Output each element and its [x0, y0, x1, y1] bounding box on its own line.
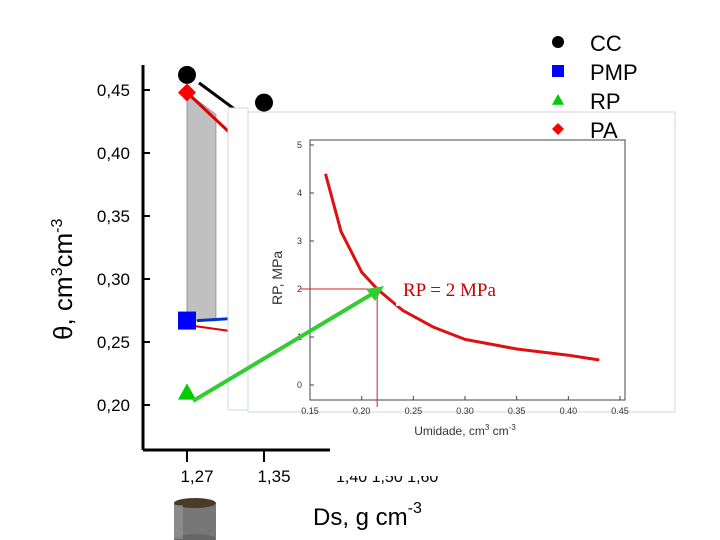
y-tick-label: 0,25	[97, 333, 130, 352]
inset-x-tick-label: 0.20	[353, 406, 371, 416]
y-tick-label: 0,30	[97, 270, 130, 289]
inset-y-label: RP, MPa	[269, 251, 285, 305]
main-y-label: θ, cm3cm-3	[48, 219, 78, 340]
legend-marker	[552, 36, 564, 48]
legend-label: PA	[590, 118, 618, 143]
y-tick-label: 0,20	[97, 396, 130, 415]
legend: CC PMP RP PA	[552, 31, 638, 143]
legend-marker	[552, 123, 564, 135]
rp-point	[178, 383, 196, 400]
inset-y-tick-label: 5	[297, 140, 302, 150]
svg-text:θ, cm3cm-3: θ, cm3cm-3	[48, 219, 78, 340]
y-tick-label: 0,45	[97, 81, 130, 100]
legend-marker	[552, 94, 564, 105]
inset-x-tick-label: 0.25	[405, 406, 423, 416]
cc-point	[178, 65, 196, 84]
inset-frame	[309, 139, 626, 401]
main-x-label: Ds, g cm-3	[313, 500, 422, 531]
inset-x-tick-label: 0.30	[456, 406, 474, 416]
legend-label: CC	[590, 31, 622, 56]
inset-chart: 0123450.150.200.250.300.350.400.45Umidad…	[227, 107, 676, 438]
y-tick-label: 0,40	[97, 144, 130, 163]
legend-marker	[552, 65, 564, 77]
rp-curve	[324, 173, 600, 362]
annotation-text: RP = 2 MPa	[403, 280, 496, 301]
inset-x-tick-label: 0.35	[508, 406, 526, 416]
pmp-point	[178, 311, 196, 330]
inset-x-tick-label: 0.45	[611, 406, 629, 416]
soil-core-icon	[174, 498, 216, 540]
x-tick-label: 1,35	[257, 467, 290, 486]
inset-y-tick-label: 2	[297, 284, 302, 294]
svg-text:Ds, g cm-3: Ds, g cm-3	[313, 500, 422, 531]
partial-x-ticks: 1,40 1,50 1,60	[336, 469, 438, 486]
y-tick-label: 0,35	[97, 207, 130, 226]
pa-point	[178, 83, 196, 102]
x-tick-label: 1,27	[180, 467, 213, 486]
inset-x-tick-label: 0.15	[301, 406, 319, 416]
legend-label: PMP	[590, 60, 638, 85]
legend-label: RP	[590, 89, 621, 114]
inset-x-label: Umidade, cm3 cm-3	[414, 423, 516, 438]
pointer-arrow	[191, 286, 384, 403]
inset-y-tick-label: 0	[297, 380, 302, 390]
annotation-box: RP = 2 MPa	[396, 272, 538, 306]
inset-y-tick-label: 3	[297, 236, 302, 246]
inset-y-tick-label: 4	[297, 188, 302, 198]
cc-point	[255, 93, 273, 112]
available-water-region	[186, 91, 217, 322]
inset-x-tick-label: 0.40	[560, 406, 578, 416]
